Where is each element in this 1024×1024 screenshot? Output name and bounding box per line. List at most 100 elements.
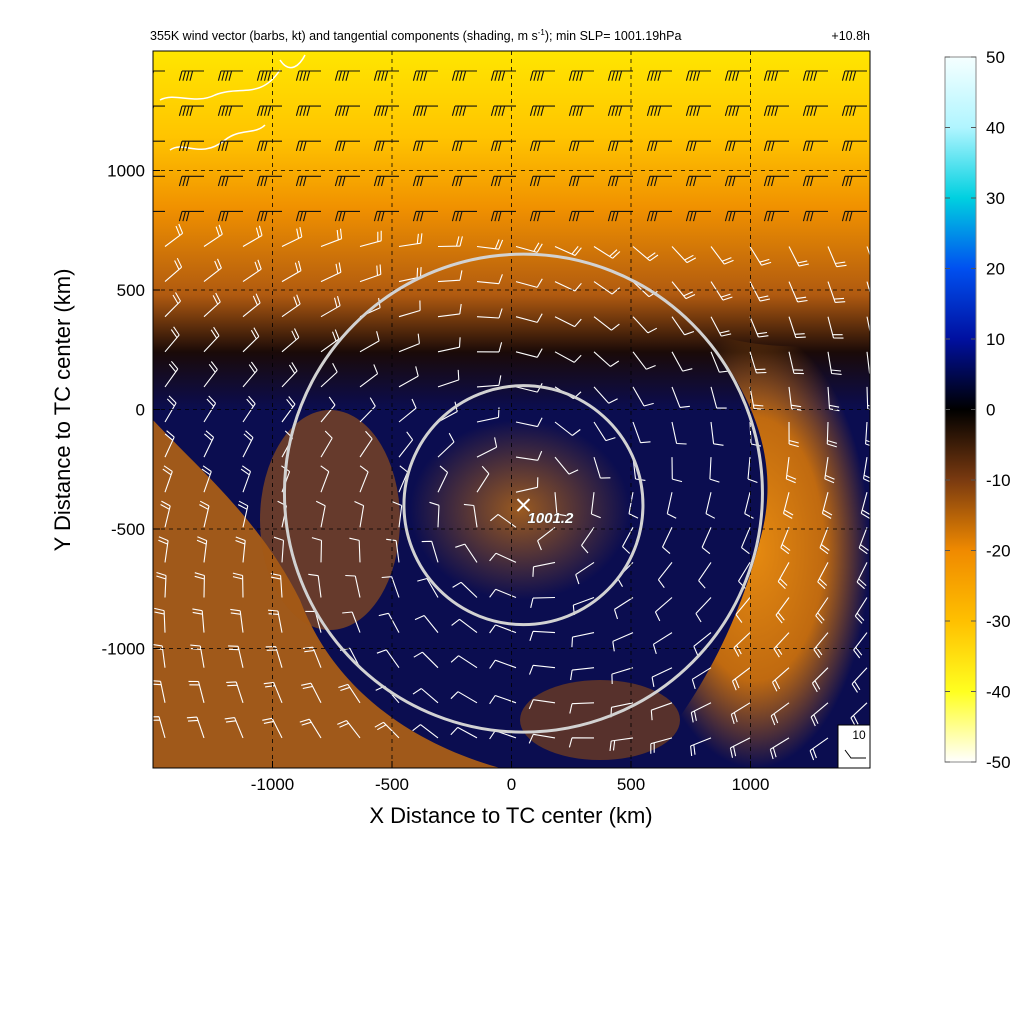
wind-barb (568, 70, 594, 81)
wind-barb (749, 421, 762, 447)
wind-barb (773, 632, 790, 658)
wind-barb (515, 450, 543, 461)
wind-barb (490, 175, 516, 187)
wind-barb (671, 246, 697, 264)
wind-barb (242, 395, 256, 423)
wind-barb (685, 210, 711, 222)
colorbar-tick-label: 50 (986, 48, 1005, 67)
wind-barb (802, 210, 828, 222)
wind-barb (841, 210, 867, 222)
colorbar-tick-label: 30 (986, 189, 1005, 208)
wind-barb (158, 536, 169, 563)
wind-barb (476, 465, 490, 493)
wind-barb (749, 246, 772, 266)
wind-barb (575, 561, 595, 585)
wind-barb (515, 242, 543, 253)
wind-barb (609, 737, 634, 751)
wind-barb (646, 210, 672, 222)
wind-barb (554, 245, 582, 257)
wind-barb (554, 421, 581, 436)
colorbar-tick-label: -10 (986, 471, 1011, 490)
y-tick-label: 0 (136, 401, 145, 420)
radius-ring (282, 252, 764, 734)
wind-barb (841, 175, 867, 187)
wind-barb (242, 259, 262, 283)
wind-barb (607, 210, 633, 222)
wind-barb (529, 630, 556, 641)
shading-east-band (640, 330, 870, 768)
wind-barb (817, 562, 829, 590)
wind-barb (178, 140, 204, 152)
wind-barb (311, 537, 323, 563)
wind-barb (154, 607, 166, 633)
y-axis-ticks: -1000 -500 0 500 1000 (102, 162, 160, 659)
wind-barb (735, 597, 751, 623)
wind-barb (263, 681, 283, 704)
x-axis-ticks: -1000 -500 0 500 1000 (251, 761, 769, 794)
title-rest: ); min SLP= 1001.19hPa (545, 29, 682, 43)
wind-barb (788, 316, 806, 339)
wind-barb (571, 632, 595, 648)
wind-barb (450, 726, 478, 739)
wind-barb (398, 398, 417, 423)
wind-barb (662, 527, 673, 555)
wind-barb (203, 395, 217, 423)
wind-barb (802, 70, 828, 81)
wind-barb (841, 140, 867, 152)
wind-barb (256, 210, 282, 222)
wind-barb (650, 702, 673, 721)
wind-barb (826, 421, 838, 448)
wind-barb (153, 716, 166, 739)
wind-barb (412, 210, 438, 222)
wind-barb (412, 688, 439, 704)
wind-barb (731, 667, 751, 691)
wind-barb (256, 70, 282, 81)
x-tick-label: 500 (617, 775, 645, 794)
wind-barb (429, 501, 440, 528)
wind-barb (593, 316, 620, 331)
wind-barb (437, 465, 449, 493)
wind-barb (489, 694, 517, 705)
wind-barb (417, 577, 439, 598)
wind-barb (398, 333, 420, 353)
wind-barb (671, 351, 693, 372)
wind-barb (451, 210, 477, 222)
colorbar-tick-label: -50 (986, 753, 1011, 772)
wind-barb (724, 105, 750, 116)
wind-barb (203, 326, 220, 353)
wind-barb (228, 645, 244, 668)
wind-barb (802, 140, 828, 152)
wind-barb (701, 527, 712, 555)
wind-barb (217, 210, 243, 222)
wind-barb (398, 233, 423, 248)
wind-barb (865, 421, 870, 447)
wind-barb (452, 581, 478, 598)
wind-barb (489, 588, 517, 599)
wind-barb (256, 175, 282, 187)
reference-barb-box: 10 (837, 724, 870, 768)
wind-barb (334, 70, 360, 81)
wind-barb (242, 225, 263, 247)
wind-barb (295, 175, 321, 187)
wind-barb (607, 140, 633, 152)
wind-barb (607, 70, 633, 81)
wind-barb (632, 316, 658, 334)
wind-barb (724, 210, 750, 222)
wind-barb (359, 364, 379, 388)
colorbar-tick-label: 20 (986, 260, 1005, 279)
wind-barb (695, 597, 712, 623)
wind-barb (373, 70, 399, 81)
colorbar-tick-label: 40 (986, 119, 1005, 138)
wind-barb (153, 210, 165, 212)
wind-barb (476, 308, 503, 319)
wind-barb (593, 246, 621, 259)
wind-barb (866, 386, 870, 411)
wind-barb (856, 562, 868, 590)
wind-barb (724, 175, 750, 187)
wind-barb (763, 210, 789, 222)
wind-barb (160, 500, 171, 528)
wind-barb (802, 105, 828, 116)
wind-barb (374, 721, 400, 739)
wind-barb (386, 538, 400, 563)
wind-barb (164, 257, 183, 283)
